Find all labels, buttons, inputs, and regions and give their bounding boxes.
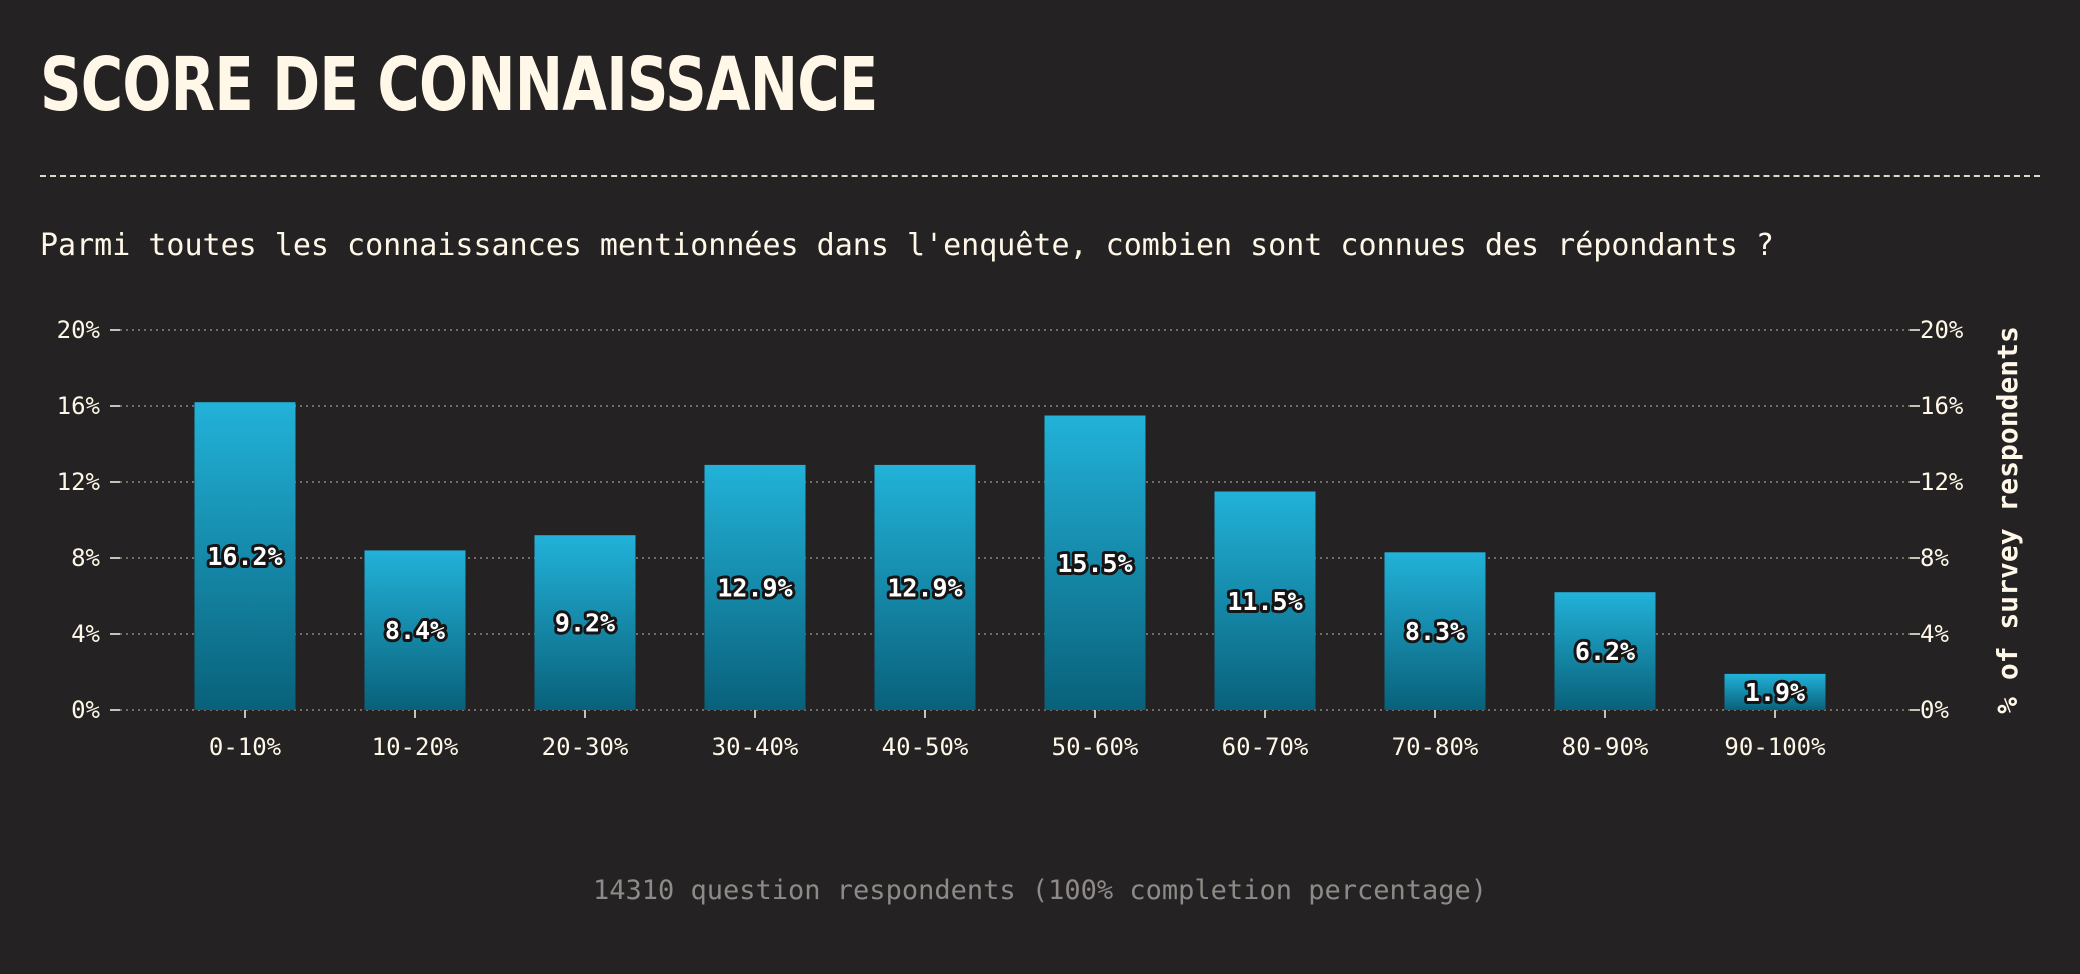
bar-value-label: 8.4%: [385, 616, 445, 645]
bar-70-80%: [1384, 552, 1486, 710]
x-tick-label: 90-100%: [1724, 733, 1826, 761]
y-tick-label-left: 12%: [57, 468, 101, 496]
x-tick-label: 80-90%: [1562, 733, 1649, 761]
bar-40-50%: [874, 464, 976, 710]
bar-value-label: 6.2%: [1575, 637, 1635, 666]
bar-0-10%: [194, 402, 296, 710]
bar-value-label: 1.9%: [1745, 678, 1805, 707]
y-tick-label-right: 4%: [1920, 620, 1949, 648]
title-divider: [40, 175, 2040, 177]
bar-10-20%: [364, 550, 466, 710]
bar-value-label: 15.5%: [1057, 549, 1132, 578]
bar-value-labels: 16.2% 8.4% 9.2% 12.9% 12.9% 15.5% 11.5% 8.3% 6.2…: [204, 539, 1808, 710]
x-tick-label: 60-70%: [1222, 733, 1309, 761]
x-tick-label: 20-30%: [542, 733, 629, 761]
x-tick-label: 50-60%: [1052, 733, 1139, 761]
bars: [194, 402, 1826, 710]
y-tick-label-right: 0%: [1920, 696, 1949, 724]
gridlines: [120, 329, 1910, 711]
y-axis-title: % of survey respondents: [1991, 326, 2024, 714]
y-tick-label-left: 4%: [71, 620, 100, 648]
y-tick-label-right: 12%: [1920, 468, 1964, 496]
bar-20-30%: [534, 535, 636, 710]
y-tick-label-left: 20%: [57, 316, 101, 344]
bar-50-60%: [1044, 415, 1146, 710]
y-tick-label-left: 8%: [71, 544, 100, 572]
x-tick-label: 40-50%: [882, 733, 969, 761]
bar-value-label: 12.9%: [717, 573, 792, 602]
y-tick-label-right: 16%: [1920, 392, 1964, 420]
axes: 0% 0% 4% 4% 8% 8% 12% 12% 16% 16% 20% 20% 0-10% 10-20…: [57, 316, 2024, 761]
y-tick-label-right: 20%: [1920, 316, 1964, 344]
bar-value-label: 8.3%: [1405, 617, 1465, 646]
bar-30-40%: [704, 464, 806, 710]
bar-value-label: 9.2%: [555, 609, 615, 638]
bar-value-label: 12.9%: [887, 573, 962, 602]
respondents-footer: 14310 question respondents (100% complet…: [592, 875, 1488, 906]
page-title: SCORE DE CONNAISSANCE: [40, 42, 878, 128]
bar-80-90%: [1554, 592, 1656, 710]
y-tick-label-left: 0%: [71, 696, 100, 724]
bar-90-100%: [1724, 673, 1826, 710]
y-tick-label-right: 8%: [1920, 544, 1949, 572]
chart-subtitle: Parmi toutes les connaissances mentionné…: [40, 228, 1774, 263]
y-tick-label-left: 16%: [57, 392, 101, 420]
x-tick-label: 10-20%: [372, 733, 459, 761]
x-tick-label: 30-40%: [712, 733, 799, 761]
x-tick-label: 70-80%: [1392, 733, 1479, 761]
bar-60-70%: [1214, 491, 1316, 710]
bar-value-label: 11.5%: [1227, 587, 1302, 616]
x-tick-label: 0-10%: [209, 733, 282, 761]
bar-value-label: 16.2%: [207, 542, 282, 571]
